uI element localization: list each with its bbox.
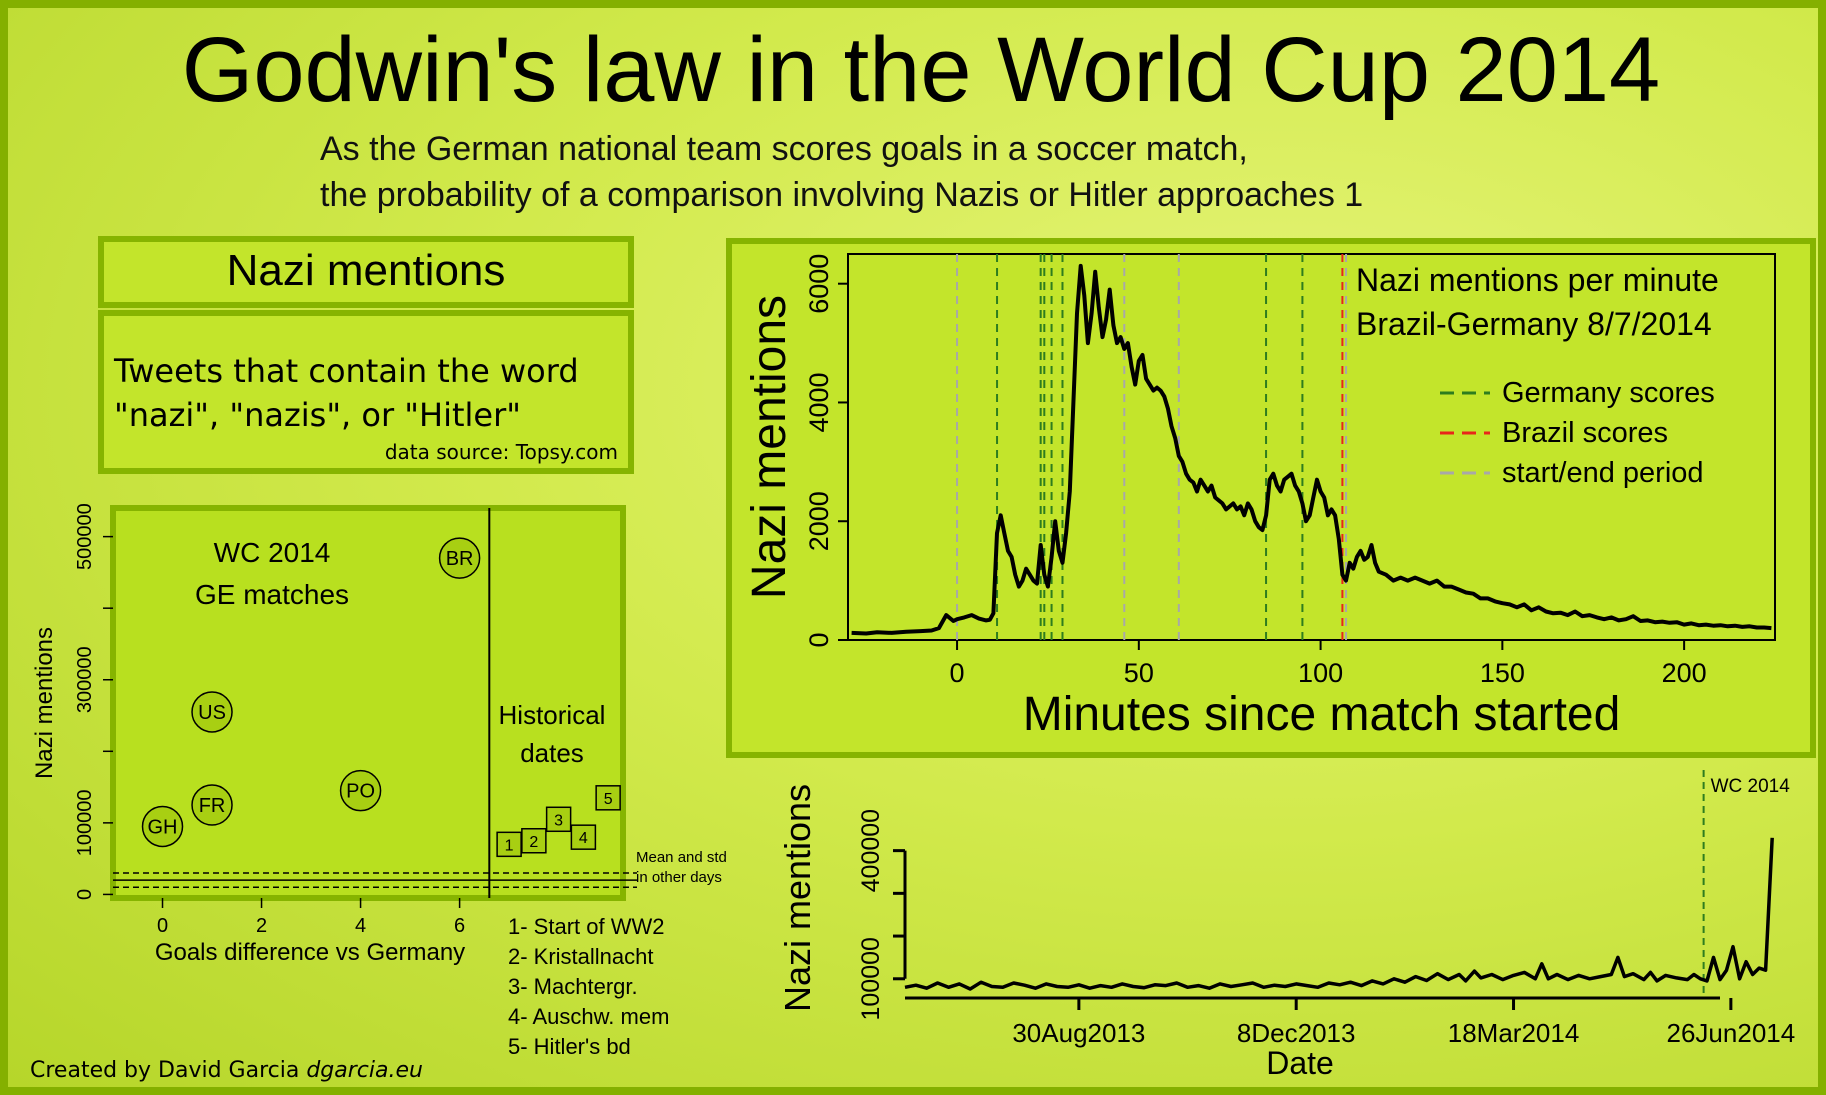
chart-title-line2: Brazil-Germany 8/7/2014 [1356,306,1712,342]
match-label: PO [346,781,375,803]
x-axis-label: Date [1266,1045,1334,1081]
info-heading-box: Nazi mentions [98,236,634,308]
historical-note: 2- Kristallnacht [508,944,654,969]
series-line [851,263,1772,636]
x-tick-label: 0 [950,658,965,688]
legend-label: Brazil scores [1502,417,1668,449]
data-source: data source: Topsy.com [384,440,618,464]
historical-point [570,824,597,850]
match-point [191,691,233,733]
y-tick-label: 500000 [74,503,96,570]
match-point [191,784,233,826]
info-desc-box: Tweets that contain the word "nazi", "na… [98,310,634,474]
x-tick-label: 50 [1124,658,1154,688]
historical-label: 4 [579,830,588,847]
historical-label: 5 [604,791,613,808]
subtitle-line2: the probability of a comparison involvin… [320,176,1364,214]
legend-label: start/end period [1502,457,1704,489]
match-label: GH [148,816,178,838]
historical-note: 3- Machtergr. [508,974,638,999]
historical-point [496,831,522,858]
info-heading: Nazi mentions [226,246,506,295]
historical-point [521,828,547,854]
match-label: FR [199,795,226,817]
x-tick-label: 200 [1662,658,1707,688]
x-tick-label: 0 [157,915,168,937]
chart-title-line1: Nazi mentions per minute [1356,262,1719,298]
legend-label: Germany scores [1502,377,1715,409]
y-tick-label: 300000 [74,646,96,713]
match-point [339,769,382,812]
x-tick-label: 26Jun2014 [1667,1018,1796,1048]
y-axis-label: Nazi mentions [31,627,58,779]
historical-point [595,785,621,811]
y-axis-label: Nazi mentions [777,784,818,1012]
series-line [904,837,1774,991]
historical-note: 5- Hitler's bd [508,1034,631,1059]
x-tick-label: 2 [256,915,267,937]
mean-label-line2: in other days [636,869,722,886]
historical-label: 2 [529,834,538,851]
match-label: BR [446,548,474,570]
x-tick-label: 150 [1480,658,1525,688]
historical-note: 1- Start of WW2 [508,914,664,939]
historical-label: 3 [554,812,563,829]
x-tick-label: 100 [1298,658,1343,688]
scatter-title-line2: GE matches [195,579,349,610]
scatter-title-line1: WC 2014 [214,537,331,568]
historical-label: 1 [505,837,514,854]
plot-frame [847,253,1776,641]
y-tick-label: 6000 [804,254,834,314]
match-label: US [198,702,226,724]
x-tick-label: 6 [454,915,465,937]
y-tick-label: 400000 [857,809,885,892]
credit: Created by David Garcia dgarcia.eu [30,1058,423,1083]
x-tick-label: 30Aug2013 [1012,1018,1145,1048]
x-axis-label: Minutes since match started [1023,688,1621,741]
y-tick-label: 2000 [804,491,834,551]
y-tick-label: 0 [74,889,96,900]
y-axis-label: Nazi mentions [743,295,796,599]
credit-text: Created by David Garcia [30,1058,307,1083]
match-point [141,805,184,848]
x-tick-label: 8Dec2013 [1237,1018,1356,1048]
subtitle-line1: As the German national team scores goals… [320,130,1248,168]
x-axis-label: Goals difference vs Germany [155,939,465,966]
info-desc-line1: Tweets that contain the word [114,352,579,390]
historical-note: 4- Auschw. mem [508,1004,669,1029]
mean-label-line1: Mean and std [636,849,727,866]
info-desc-line2: "nazi", "nazis", or "Hitler" [114,396,521,434]
page-title: Godwin's law in the World Cup 2014 [181,19,1661,121]
main-chart-frame [726,238,1816,758]
y-tick-label: 0 [804,632,834,647]
y-tick-label: 4000 [804,372,834,432]
x-tick-label: 4 [355,915,366,937]
wc-label: WC 2014 [1711,776,1791,797]
y-tick-label: 100000 [857,937,885,1020]
match-point [438,537,481,579]
y-tick-label: 100000 [74,789,96,856]
credit-site: dgarcia.eu [306,1058,423,1083]
historical-point [545,806,572,833]
section-label-line2: dates [520,738,584,768]
history-line-chart: WC 2014 30Aug2013 8Dec2013 18Mar2014 26Jun20… [777,770,1795,1081]
x-tick-label: 18Mar2014 [1448,1018,1580,1048]
section-label-line1: Historical [499,700,606,730]
